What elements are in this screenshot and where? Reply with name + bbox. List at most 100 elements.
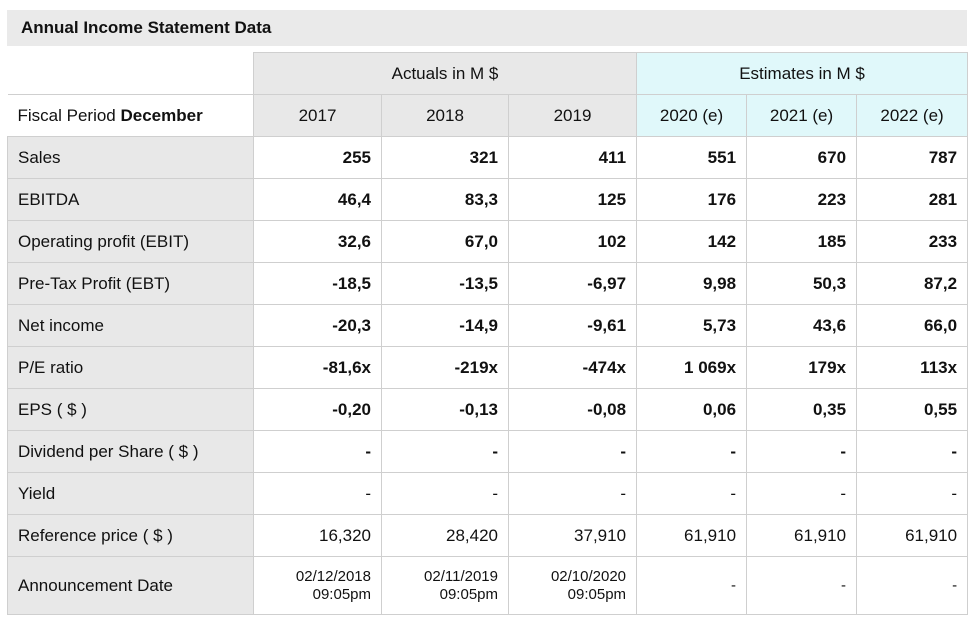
value-cell: 43,6 <box>746 304 858 347</box>
table-row-dividend: Dividend per Share ( $ ) - - - - - - <box>7 430 969 473</box>
value-cell: 113x <box>856 346 969 389</box>
value-cell: -0,13 <box>381 388 509 431</box>
actuals-header: Actuals in M $ <box>252 52 638 95</box>
fiscal-period-month: December <box>120 105 203 125</box>
table-row-ebitda: EBITDA 46,4 83,3 125 176 223 281 <box>7 178 969 221</box>
table-title: Annual Income Statement Data <box>7 10 967 46</box>
value-cell: 9,98 <box>636 262 748 305</box>
table-row-ebt: Pre-Tax Profit (EBT) -18,5 -13,5 -6,97 9… <box>7 262 969 305</box>
table-row-eps: EPS ( $ ) -0,20 -0,13 -0,08 0,06 0,35 0,… <box>7 388 969 431</box>
value-cell: - <box>746 472 858 515</box>
table-row-net-income: Net income -20,3 -14,9 -9,61 5,73 43,6 6… <box>7 304 969 347</box>
row-label: Announcement Date <box>7 556 254 615</box>
value-cell: -14,9 <box>381 304 509 347</box>
value-cell: - <box>636 472 748 515</box>
value-cell: 61,910 <box>746 514 858 557</box>
value-cell: 37,910 <box>507 514 638 557</box>
row-label: EBITDA <box>7 178 254 221</box>
value-cell: - <box>253 430 382 473</box>
blank-corner <box>7 52 254 95</box>
row-label: Reference price ( $ ) <box>7 514 254 557</box>
date-text: - <box>952 576 958 594</box>
value-cell: 321 <box>381 136 509 179</box>
value-cell: 787 <box>856 136 969 179</box>
value-cell: -18,5 <box>253 262 382 305</box>
table-row-sales: Sales 255 321 411 551 670 787 <box>7 136 969 179</box>
value-cell: 281 <box>856 178 969 221</box>
group-header-row: Actuals in M $ Estimates in M $ <box>7 52 969 95</box>
value-cell: 0,35 <box>746 388 858 431</box>
value-cell: 233 <box>856 220 969 263</box>
value-cell: 61,910 <box>636 514 748 557</box>
value-cell: - <box>636 430 748 473</box>
row-label: Sales <box>7 136 254 179</box>
table-row-reference-price: Reference price ( $ ) 16,320 28,420 37,9… <box>7 514 969 557</box>
estimates-header: Estimates in M $ <box>636 52 969 95</box>
date-cell: 02/11/2019 09:05pm <box>381 556 509 615</box>
value-cell: - <box>253 472 382 515</box>
year-header: 2018 <box>381 94 509 137</box>
row-label: Yield <box>7 472 254 515</box>
value-cell: 5,73 <box>636 304 748 347</box>
value-cell: -0,08 <box>507 388 638 431</box>
date-text: 02/10/2020 <box>550 567 627 585</box>
row-label: Net income <box>7 304 254 347</box>
date-cell: 02/10/2020 09:05pm <box>507 556 638 615</box>
value-cell: 179x <box>746 346 858 389</box>
value-cell: 176 <box>636 178 748 221</box>
date-text: - <box>841 576 847 594</box>
table-row-announcement: Announcement Date 02/12/2018 09:05pm 02/1… <box>7 556 969 615</box>
value-cell: 1 069x <box>636 346 748 389</box>
value-cell: 223 <box>746 178 858 221</box>
value-cell: 16,320 <box>253 514 382 557</box>
value-cell: 61,910 <box>856 514 969 557</box>
value-cell: 102 <box>507 220 638 263</box>
value-cell: 32,6 <box>253 220 382 263</box>
table-row-pe-ratio: P/E ratio -81,6x -219x -474x 1 069x 179x… <box>7 346 969 389</box>
date-cell: - <box>746 556 858 615</box>
value-cell: 0,55 <box>856 388 969 431</box>
year-header: 2022 (e) <box>856 94 969 137</box>
value-cell: 670 <box>746 136 858 179</box>
year-header: 2017 <box>253 94 382 137</box>
value-cell: -6,97 <box>507 262 638 305</box>
value-cell: -219x <box>381 346 509 389</box>
value-cell: 185 <box>746 220 858 263</box>
date-cell: - <box>856 556 969 615</box>
time-text: 09:05pm <box>312 585 371 603</box>
date-cell: 02/12/2018 09:05pm <box>253 556 382 615</box>
value-cell: - <box>856 472 969 515</box>
row-label: EPS ( $ ) <box>7 388 254 431</box>
table-row-ebit: Operating profit (EBIT) 32,6 67,0 102 14… <box>7 220 969 263</box>
date-text: - <box>731 576 737 594</box>
value-cell: - <box>507 430 638 473</box>
year-header: 2020 (e) <box>636 94 748 137</box>
value-cell: 125 <box>507 178 638 221</box>
time-text: 09:05pm <box>439 585 498 603</box>
year-header: 2019 <box>507 94 638 137</box>
value-cell: -0,20 <box>253 388 382 431</box>
value-cell: - <box>507 472 638 515</box>
value-cell: 0,06 <box>636 388 748 431</box>
date-cell: - <box>636 556 748 615</box>
value-cell: 87,2 <box>856 262 969 305</box>
table-row-yield: Yield - - - - - - <box>7 472 969 515</box>
row-label: Operating profit (EBIT) <box>7 220 254 263</box>
value-cell: 50,3 <box>746 262 858 305</box>
income-statement-table: Actuals in M $ Estimates in M $ Fiscal P… <box>7 52 969 615</box>
date-text: 02/11/2019 <box>424 567 498 585</box>
value-cell: 255 <box>253 136 382 179</box>
row-label: Pre-Tax Profit (EBT) <box>7 262 254 305</box>
value-cell: 28,420 <box>381 514 509 557</box>
row-label: Dividend per Share ( $ ) <box>7 430 254 473</box>
fiscal-period-prefix: Fiscal Period <box>17 105 121 125</box>
value-cell: -20,3 <box>253 304 382 347</box>
year-header-row: Fiscal Period December 2017 2018 2019 20… <box>7 94 969 137</box>
value-cell: 83,3 <box>381 178 509 221</box>
value-cell: -474x <box>507 346 638 389</box>
value-cell: 67,0 <box>381 220 509 263</box>
value-cell: -81,6x <box>253 346 382 389</box>
value-cell: -13,5 <box>381 262 509 305</box>
time-text: 09:05pm <box>567 585 627 603</box>
value-cell: - <box>746 430 858 473</box>
